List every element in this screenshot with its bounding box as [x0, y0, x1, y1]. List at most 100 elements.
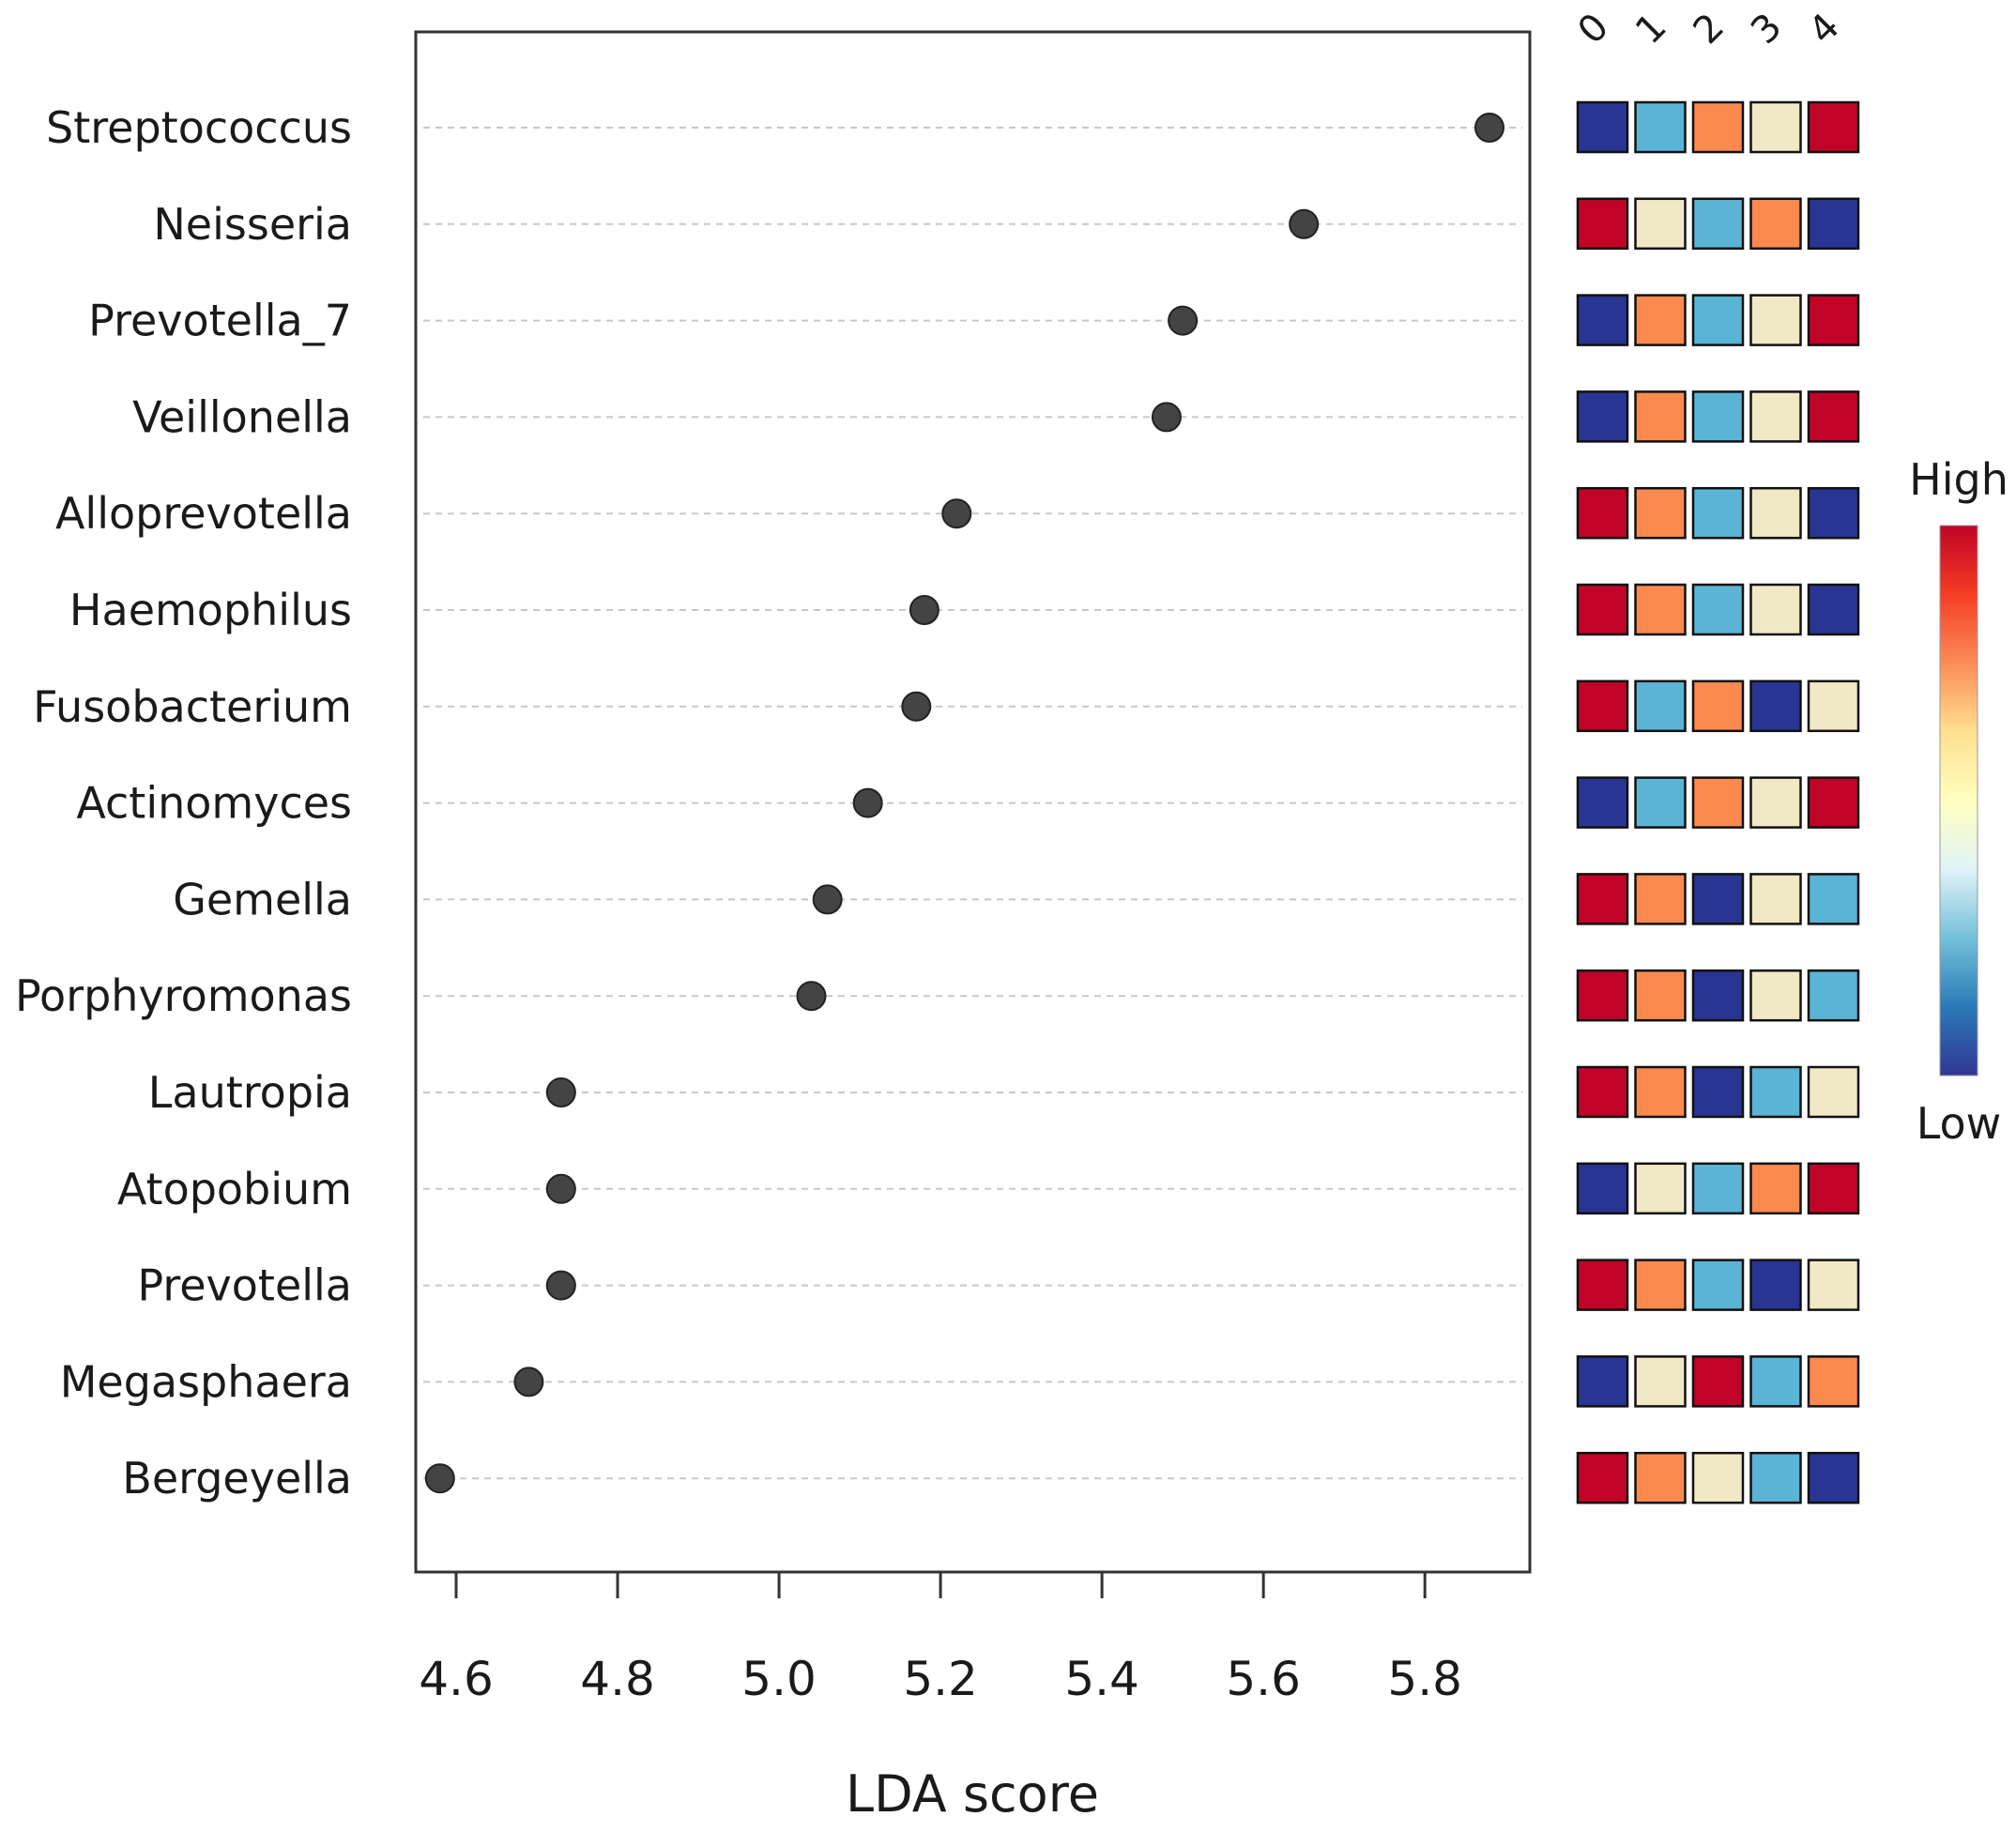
- x-axis: 4.6 4.8 5.0 5.2 5.4 5.6 5.8: [419, 1572, 1462, 1706]
- heatmap-cell: [1634, 776, 1687, 829]
- heatmap-cell: [1749, 1162, 1802, 1215]
- heatmap-cell: [1576, 390, 1629, 443]
- heatmap-cell: [1576, 1065, 1629, 1119]
- lda-point: [1474, 113, 1504, 143]
- heatmap-cell: [1634, 1259, 1687, 1311]
- plot-frame: [414, 30, 1532, 1574]
- heatmap-cell: [1807, 1451, 1860, 1504]
- lda-point: [1151, 402, 1182, 433]
- heatmap-cell: [1691, 1162, 1745, 1215]
- heatmap-cell: [1634, 1355, 1687, 1408]
- group-label: 4: [1801, 6, 1849, 53]
- heatmap-cell: [1749, 390, 1802, 443]
- taxon-label: Lautropia: [148, 1067, 352, 1118]
- heatmap-cell: [1691, 390, 1745, 443]
- lda-point: [796, 981, 827, 1012]
- legend-color-bar: [1939, 525, 1978, 1076]
- heatmap-cell: [1634, 390, 1687, 443]
- taxon-label: Neisseria: [153, 199, 352, 250]
- heatmap-cell: [1749, 873, 1802, 925]
- heatmap-cell: [1691, 197, 1745, 251]
- heatmap-cell: [1634, 1162, 1687, 1215]
- heatmap-cell: [1749, 1065, 1802, 1119]
- heatmap-cell: [1576, 1162, 1629, 1215]
- heatmap-cell: [1807, 679, 1860, 733]
- group-label: 1: [1627, 6, 1675, 53]
- x-tick-label: 5.0: [741, 1652, 817, 1706]
- taxon-label: Haemophilus: [69, 585, 352, 635]
- taxon-label: Fusobacterium: [33, 681, 352, 732]
- heatmap-cell: [1807, 776, 1860, 829]
- heatmap-cell: [1691, 969, 1745, 1022]
- lda-point: [545, 1173, 576, 1204]
- heatmap-cell: [1807, 197, 1860, 251]
- x-tick-label: 5.2: [903, 1652, 978, 1706]
- lda-point: [424, 1463, 455, 1494]
- heatmap-cell: [1576, 969, 1629, 1022]
- heatmap-cell: [1691, 294, 1745, 346]
- taxon-label: Streptococcus: [46, 102, 352, 153]
- lda-point: [941, 498, 972, 529]
- heatmap-cell: [1749, 100, 1802, 154]
- heatmap-cell: [1749, 583, 1802, 636]
- x-tick-label: 5.8: [1387, 1652, 1462, 1706]
- taxon-label: Atopobium: [117, 1164, 352, 1214]
- lda-point: [545, 1077, 576, 1107]
- lda-point: [545, 1270, 576, 1301]
- taxon-label: Actinomyces: [76, 778, 352, 829]
- lda-point: [852, 787, 883, 818]
- heatmap-cell: [1576, 873, 1629, 925]
- heatmap-cell: [1749, 197, 1802, 251]
- lda-point: [513, 1366, 544, 1397]
- legend-low-label: Low: [1917, 1098, 2002, 1149]
- heatmap-cell: [1807, 873, 1860, 925]
- heatmap-cell: [1807, 390, 1860, 443]
- heatmap-cell: [1691, 873, 1745, 925]
- heatmap-cell: [1807, 1162, 1860, 1215]
- heatmap-cell: [1691, 1451, 1745, 1504]
- legend-high-label: High: [1909, 454, 2008, 505]
- heatmap-cell: [1749, 1355, 1802, 1408]
- heatmap-cell: [1634, 679, 1687, 733]
- heatmap-cell: [1576, 1259, 1629, 1311]
- heatmap-cell: [1807, 1355, 1860, 1408]
- heatmap-cell: [1634, 873, 1687, 925]
- lda-point: [909, 595, 939, 625]
- taxon-label: Bergeyella: [122, 1453, 352, 1504]
- heatmap-cell: [1807, 294, 1860, 346]
- taxon-label: Porphyromonas: [15, 970, 352, 1021]
- heatmap-cell: [1576, 197, 1629, 251]
- heatmap-cell: [1634, 197, 1687, 251]
- heatmap-cell: [1634, 1451, 1687, 1504]
- taxon-label: Prevotella_7: [88, 296, 352, 346]
- grid-lines: [423, 127, 1522, 1480]
- heatmap-cell: [1807, 969, 1860, 1022]
- heatmap-cell: [1749, 776, 1802, 829]
- color-legend: High Low: [1909, 454, 2008, 1149]
- heatmap-cell: [1691, 1355, 1745, 1408]
- heatmap-cell: [1634, 100, 1687, 154]
- heatmap-cell: [1807, 486, 1860, 540]
- heatmap-cell: [1634, 486, 1687, 540]
- x-tick-label: 4.6: [419, 1652, 494, 1706]
- taxon-labels: Streptococcus Neisseria Prevotella_7 Veillo…: [15, 102, 352, 1504]
- heatmap-cell: [1807, 1259, 1860, 1311]
- heatmap-cell: [1749, 1451, 1802, 1504]
- x-tick-label: 5.6: [1226, 1652, 1301, 1706]
- heatmap: [1576, 100, 1860, 1504]
- x-axis-title: LDA score: [846, 1764, 1099, 1824]
- heatmap-cell: [1749, 1259, 1802, 1311]
- taxon-label: Alloprevotella: [55, 488, 352, 539]
- heatmap-cell: [1691, 1065, 1745, 1119]
- heatmap-cell: [1691, 1259, 1745, 1311]
- heatmap-cell: [1691, 100, 1745, 154]
- heatmap-cell: [1576, 583, 1629, 636]
- taxon-label: Veillonella: [132, 391, 352, 442]
- heatmap-cell: [1749, 486, 1802, 540]
- heatmap-cell: [1807, 100, 1860, 154]
- lda-points: [424, 113, 1504, 1494]
- heatmap-cell: [1576, 486, 1629, 540]
- group-label: 0: [1570, 6, 1618, 53]
